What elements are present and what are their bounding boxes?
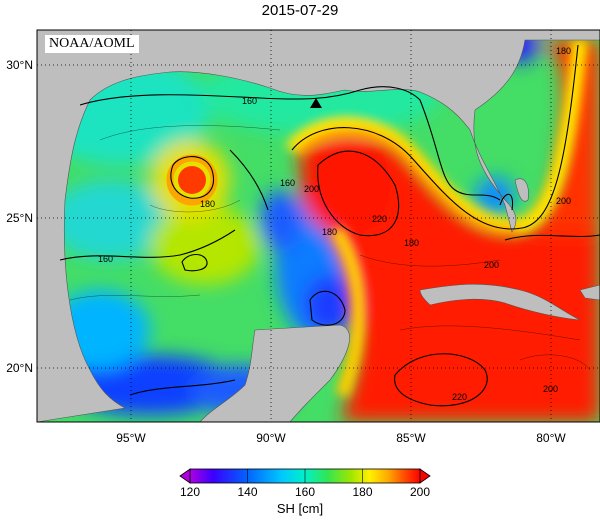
contour-lines: [59, 44, 600, 407]
lon-label-80w: 80°W: [536, 431, 566, 445]
colorbar-tick-label: 180: [352, 485, 372, 499]
lat-label-30n: 30°N: [6, 58, 33, 72]
colorbar: 120 140 160 180 200: [179, 468, 431, 499]
colorbar-label: SH [cm]: [276, 501, 324, 516]
latitude-labels: 30°N 25°N 20°N: [6, 58, 33, 375]
warm-eddy-core: [178, 166, 206, 194]
contour-label: 180: [556, 46, 571, 56]
contour-label: 200: [543, 384, 558, 394]
colorbar-tick-label: 140: [237, 485, 257, 499]
contour-label-group: 160 160 160 180 180 180 200 200 200 200 …: [98, 46, 571, 402]
contour-label: 200: [484, 260, 499, 270]
lat-label-25n: 25°N: [6, 211, 33, 225]
map-frame: [36, 29, 600, 423]
colorbar-tick-label: 160: [295, 485, 315, 499]
lon-label-85w: 85°W: [396, 431, 426, 445]
colorbar-min-arrow: [179, 468, 191, 484]
colorbar-tick-label: 200: [410, 485, 430, 499]
map-title: 2015-07-29: [261, 2, 339, 19]
contour-label: 220: [452, 392, 467, 402]
graticule: [37, 30, 600, 422]
contour-label: 180: [200, 199, 215, 209]
contour-label: 200: [556, 196, 571, 206]
contour-label: 160: [280, 178, 295, 188]
colorbar-tick-label: 120: [180, 485, 200, 499]
attribution-badge: NOAA/AOML: [45, 35, 139, 53]
station-marker-triangle-icon: [310, 98, 322, 108]
contour-label: 220: [372, 214, 387, 224]
contour-label: 180: [322, 227, 337, 237]
longitude-labels: 95°W 90°W 85°W 80°W: [116, 431, 566, 445]
contour-label: 200: [304, 184, 319, 194]
map-field: 160 160 160 180 180 180 200 200 200 200 …: [37, 30, 600, 422]
contour-label: 160: [242, 96, 257, 106]
colorbar-ticks: 120 140 160 180 200: [180, 469, 430, 499]
minor-contours: [69, 125, 591, 371]
lon-label-90w: 90°W: [256, 431, 286, 445]
lat-label-20n: 20°N: [6, 361, 33, 375]
contour-label: 160: [98, 254, 113, 264]
colorbar-max-arrow: [419, 468, 431, 484]
contour-label: 180: [404, 238, 419, 248]
lon-label-95w: 95°W: [116, 431, 146, 445]
